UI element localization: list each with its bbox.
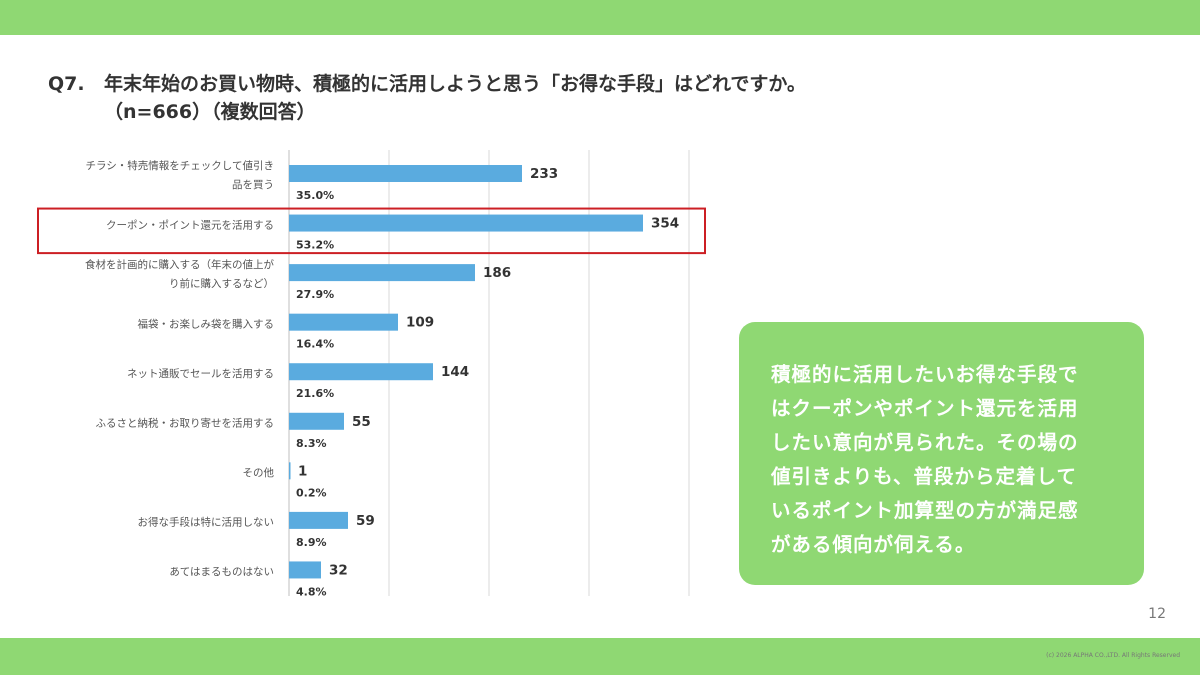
category-label: チラシ・特売情報をチェックして値引き — [86, 159, 274, 172]
percent-label: 8.3% — [296, 437, 327, 450]
category-label: り前に購入するなど） — [169, 277, 274, 290]
highlight-box — [37, 207, 706, 255]
category-label: ネット通販でセールを活用する — [127, 368, 274, 380]
callout-line: いるポイント加算型の方が満足感 — [771, 499, 1079, 522]
percent-label: 16.4% — [296, 338, 334, 351]
category-label: その他 — [243, 466, 275, 479]
bar — [289, 313, 398, 331]
bar — [289, 412, 344, 430]
page-title: Q7. 年末年始のお買い物時、積極的に活用しようと思う「お得な手段」はどれですか。… — [48, 70, 806, 126]
percent-label: 27.9% — [296, 288, 334, 301]
bar — [289, 264, 475, 282]
bar — [289, 462, 291, 480]
bar — [289, 165, 522, 182]
summary-callout: 積極的に活用したいお得な手段で はクーポンやポイント還元を活用 したい意向が見ら… — [739, 322, 1144, 585]
value-label: 354 — [651, 216, 679, 232]
value-label: 55 — [352, 414, 371, 430]
bar — [289, 363, 433, 381]
category-label: 品を買う — [232, 179, 274, 191]
category-label: お得な手段は特に活用しない — [138, 516, 275, 529]
top-band — [0, 0, 1200, 35]
bar — [289, 511, 348, 529]
callout-line: したい意向が見られた。その場の — [771, 431, 1079, 454]
page-number: 12 — [1148, 606, 1166, 622]
percent-label: 53.2% — [296, 239, 334, 252]
category-label: あてはまるものはない — [169, 566, 274, 578]
question-text: 年末年始のお買い物時、積極的に活用しようと思う「お得な手段」はどれですか。 — [104, 73, 807, 95]
value-label: 233 — [530, 166, 558, 182]
callout-line: 値引きよりも、普段から定着して — [771, 465, 1077, 488]
percent-label: 21.6% — [296, 387, 334, 400]
percent-label: 35.0% — [296, 189, 334, 202]
percent-label: 0.2% — [296, 486, 327, 499]
question-number: Q7. — [48, 73, 85, 95]
bar — [289, 214, 643, 232]
callout-line: はクーポンやポイント還元を活用 — [771, 397, 1079, 420]
callout-line: がある傾向が伺える。 — [771, 533, 976, 556]
sample-note: （n=666）（複数回答） — [104, 101, 316, 123]
category-label: クーポン・ポイント還元を活用する — [106, 218, 274, 231]
category-label: 食材を計画的に購入する（年末の値上が — [85, 258, 274, 271]
value-label: 186 — [483, 265, 511, 281]
value-label: 109 — [406, 315, 434, 331]
copyright: (c) 2026 ALPHA CO.,LTD. All Rights Reser… — [1046, 652, 1180, 659]
bottom-band — [0, 638, 1200, 675]
bar — [289, 561, 321, 579]
percent-label: 4.8% — [296, 585, 327, 598]
value-label: 32 — [329, 562, 348, 578]
value-label: 1 — [298, 463, 307, 479]
value-label: 144 — [441, 364, 469, 380]
percent-label: 8.9% — [296, 536, 327, 549]
callout-line: 積極的に活用したいお得な手段で — [771, 363, 1079, 386]
value-label: 59 — [356, 513, 375, 529]
category-label: ふるさと納税・お取り寄せを活用する — [96, 417, 275, 430]
category-label: 福袋・お楽しみ袋を購入する — [138, 317, 275, 330]
